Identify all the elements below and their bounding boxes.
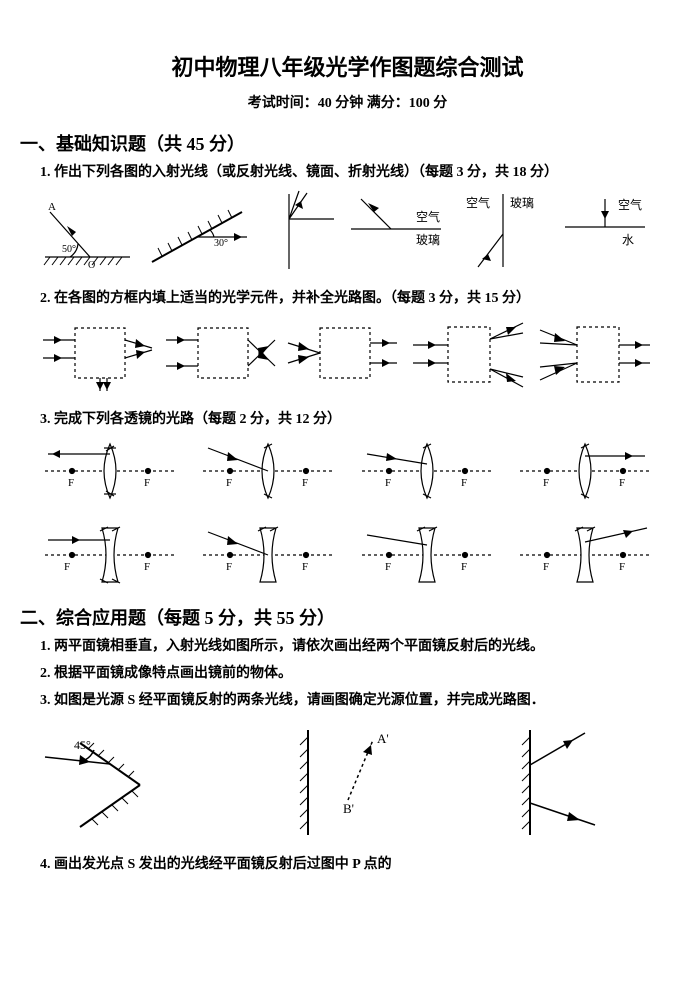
lensc1-F2: F — [144, 561, 150, 573]
lensc3-F1: F — [385, 561, 391, 573]
lens-concave-4: F F — [515, 520, 655, 590]
question-1-1: 1. 作出下列各图的入射光线（或反射光线、镜面、折射光线）（每题 3 分，共 1… — [40, 162, 655, 183]
fig-box-3 — [285, 318, 400, 393]
fig-mirror-50: A 50° O — [40, 192, 135, 272]
fig-vertical-reflect — [259, 189, 339, 274]
lens-convex-4: F F — [515, 436, 655, 506]
label-O: O — [88, 260, 95, 271]
fig-air-glass: 空气 玻璃 — [346, 189, 451, 274]
fig-mirror-image: A' B' — [263, 725, 433, 840]
lensc3-F2: F — [461, 561, 467, 573]
lens1-F1: F — [68, 477, 74, 489]
lensc4-F1: F — [543, 561, 549, 573]
lens2-F1: F — [226, 477, 232, 489]
fig-box-1 — [40, 318, 155, 393]
label-glass-2: 玻璃 — [510, 196, 534, 210]
lens2-F2: F — [302, 477, 308, 489]
lens4-F2: F — [619, 477, 625, 489]
label-Ap: A' — [377, 731, 389, 746]
lens-convex-2: F F — [198, 436, 338, 506]
q2-figure-row — [40, 315, 655, 395]
q3-row-b: F F F F F F F F — [40, 520, 655, 590]
lens3-F2: F — [461, 477, 467, 489]
question-2-4: 4. 画出发光点 S 发出的光线经平面镜反射后过图中 P 点的 — [40, 854, 655, 875]
section2-figure-row: 45° A' B' — [40, 725, 655, 840]
question-2-3: 3. 如图是光源 S 经平面镜反射的两条光线，请画图确定光源位置，并完成光路图． — [40, 690, 655, 711]
lens1-F2: F — [144, 477, 150, 489]
fig-box-2 — [163, 318, 278, 393]
label-water: 水 — [622, 233, 634, 247]
section-2-heading: 二、综合应用题（每题 5 分，共 55 分） — [20, 604, 655, 630]
lensc1-F1: F — [64, 561, 70, 573]
section-1-heading: 一、基础知识题（共 45 分） — [20, 130, 655, 156]
fig-air-water: 空气 水 — [560, 189, 655, 274]
label-air-3: 空气 — [618, 197, 642, 212]
question-1-3: 3. 完成下列各透镜的光路（每题 2 分，共 12 分） — [40, 409, 655, 430]
lens4-F1: F — [543, 477, 549, 489]
label-air-1: 空气 — [416, 209, 440, 224]
question-2-2: 2. 根据平面镜成像特点画出镜前的物体。 — [40, 663, 655, 684]
label-glass-1: 玻璃 — [416, 233, 440, 247]
lens-concave-3: F F — [357, 520, 497, 590]
label-A: A — [48, 201, 56, 213]
lensc4-F2: F — [619, 561, 625, 573]
page-subtitle: 考试时间：40 分钟 满分：100 分 — [40, 92, 655, 112]
fig-air-glass-vert: 空气 玻璃 — [458, 189, 553, 274]
lens-convex-3: F F — [357, 436, 497, 506]
label-30: 30° — [214, 238, 228, 249]
label-air-2: 空气 — [466, 195, 490, 210]
fig-perp-mirrors: 45° — [40, 725, 210, 840]
fig-box-4 — [408, 315, 528, 395]
fig-box-5 — [535, 315, 655, 395]
q1-figure-row: A 50° O 30° — [40, 189, 655, 274]
page-title: 初中物理八年级光学作图题综合测试 — [40, 50, 655, 82]
q3-row-a: F F F F F F F F — [40, 436, 655, 506]
label-Bp: B' — [343, 801, 354, 816]
lens-concave-1: F F — [40, 520, 180, 590]
fig-source-S — [485, 725, 655, 840]
lens-concave-2: F F — [198, 520, 338, 590]
fig-mirror-30: 30° — [142, 192, 252, 272]
label-45: 45° — [74, 738, 91, 752]
lensc2-F2: F — [302, 561, 308, 573]
label-50: 50° — [62, 244, 76, 255]
question-2-1: 1. 两平面镜相垂直，入射光线如图所示，请依次画出经两个平面镜反射后的光线。 — [40, 636, 655, 657]
lensc2-F1: F — [226, 561, 232, 573]
question-1-2: 2. 在各图的方框内填上适当的光学元件，并补全光路图。（每题 3 分，共 15 … — [40, 288, 655, 309]
lens-convex-1: F F — [40, 436, 180, 506]
lens3-F1: F — [385, 477, 391, 489]
